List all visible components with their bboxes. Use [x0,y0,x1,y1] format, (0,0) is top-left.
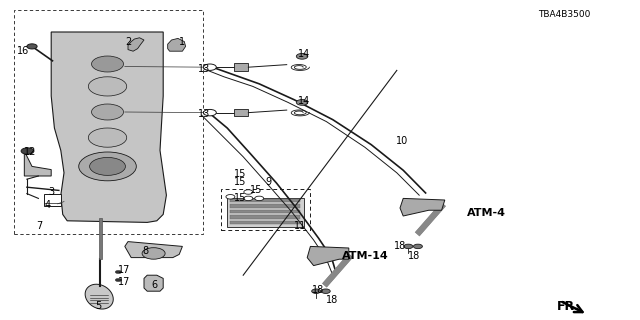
Text: 13: 13 [198,108,211,119]
Text: 16: 16 [17,46,29,56]
Circle shape [115,278,122,282]
Bar [234,109,248,116]
Text: 15: 15 [234,177,246,188]
Text: 17: 17 [118,276,131,287]
Circle shape [204,109,216,116]
Circle shape [244,196,253,201]
Text: TBA4B3500: TBA4B3500 [538,10,590,19]
Polygon shape [307,246,349,266]
Bar [44,194,61,206]
Circle shape [204,64,216,70]
Circle shape [88,128,127,147]
Circle shape [92,56,124,72]
Text: ATM-4: ATM-4 [467,208,506,218]
Circle shape [27,44,37,49]
Circle shape [296,53,308,59]
Text: 7: 7 [36,220,43,231]
Bar [14,10,203,234]
Text: 4: 4 [45,200,51,210]
Bar [230,210,300,213]
Bar [99,218,102,259]
Text: 14: 14 [298,96,310,106]
Circle shape [21,148,34,154]
Circle shape [413,244,422,249]
Text: 17: 17 [118,265,131,276]
Polygon shape [51,32,166,222]
Text: 6: 6 [152,280,158,291]
Circle shape [90,157,125,175]
Text: ATM-14: ATM-14 [342,251,389,261]
Bar [230,215,300,219]
Circle shape [92,104,124,120]
Text: 2: 2 [125,36,131,47]
Text: 5: 5 [95,300,101,311]
Text: 18: 18 [312,284,324,295]
Text: 15: 15 [234,169,246,180]
Bar [230,199,300,202]
Circle shape [79,152,136,181]
Circle shape [255,196,264,201]
Polygon shape [168,38,186,51]
Circle shape [142,248,165,259]
Polygon shape [400,198,445,216]
Circle shape [244,190,253,194]
Circle shape [226,195,235,199]
Text: 18: 18 [326,295,339,305]
Circle shape [296,100,308,105]
Circle shape [404,244,413,249]
Polygon shape [128,38,144,51]
Circle shape [115,270,122,274]
Circle shape [321,289,330,293]
Text: 1: 1 [179,36,186,47]
Bar [234,63,248,71]
Bar [230,204,300,208]
Text: 18: 18 [408,251,420,261]
Bar [227,198,304,227]
Circle shape [312,289,321,293]
Polygon shape [125,242,182,258]
Text: 15: 15 [234,193,246,204]
Text: 3: 3 [48,187,54,197]
Bar [221,189,310,230]
Circle shape [88,77,127,96]
Text: 9: 9 [266,177,272,188]
Text: 18: 18 [394,241,406,252]
Text: 10: 10 [396,136,408,146]
Text: 8: 8 [142,246,148,256]
Text: 15: 15 [250,185,262,196]
Text: FR.: FR. [557,300,580,313]
Text: 11: 11 [294,220,307,231]
Text: 14: 14 [298,49,310,60]
Polygon shape [85,284,113,309]
Bar [230,221,300,224]
Text: 13: 13 [198,64,211,74]
Polygon shape [24,154,51,176]
Polygon shape [144,275,163,291]
Text: 12: 12 [24,147,36,157]
